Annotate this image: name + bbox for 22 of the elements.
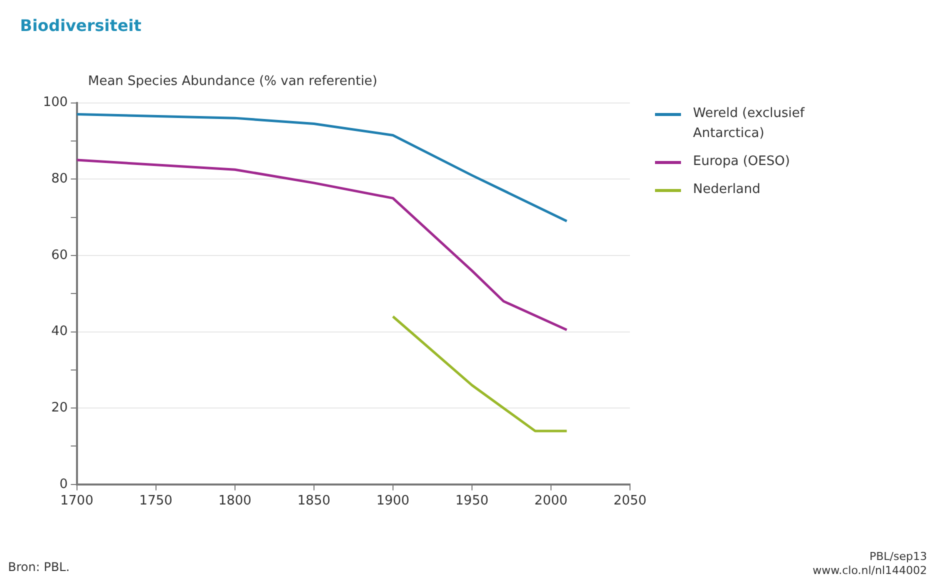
x-tick-label: 1950 xyxy=(455,494,488,509)
y-tick-label: 80 xyxy=(51,171,68,186)
text: PBL/sep13 xyxy=(868,550,927,564)
legend-label: Europa (OESO) xyxy=(693,153,791,171)
text: Bron: PBL. xyxy=(8,560,70,574)
y-tick-label: 20 xyxy=(51,400,68,416)
y-tick-label: 60 xyxy=(51,248,68,263)
chart-title: Biodiversiteit xyxy=(20,16,142,35)
x-tick-label: 1900 xyxy=(376,494,410,509)
x-tick-label: 2000 xyxy=(534,494,568,509)
y-tick-label: 100 xyxy=(42,95,68,110)
x-tick-label: 1700 xyxy=(60,494,94,509)
legend-label: Nederland xyxy=(693,181,762,199)
x-tick-label: 2050 xyxy=(613,494,647,509)
legend-label: Wereld (exclusief Antarctica) xyxy=(693,105,806,143)
x-tick-label: 1750 xyxy=(139,494,172,509)
y-tick-label: 0 xyxy=(60,476,68,492)
y-tick-label: 40 xyxy=(51,324,68,340)
x-tick-label: 1850 xyxy=(297,494,330,509)
x-tick-label: 1800 xyxy=(218,494,252,509)
text: www.clo.nl/nl144002 xyxy=(812,564,927,578)
y-axis-title: Mean Species Abundance (% van referentie) xyxy=(88,74,378,89)
